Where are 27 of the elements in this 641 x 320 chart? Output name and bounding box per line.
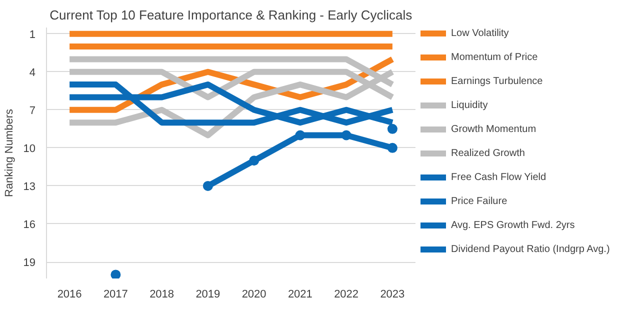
legend-label: Momentum of Price: [451, 51, 538, 63]
legend-label: Earnings Turbulence: [451, 75, 543, 87]
y-axis-title: Ranking Numbers: [3, 108, 16, 198]
x-tick-label: 2021: [288, 288, 312, 300]
y-tick-label: 7: [29, 104, 36, 117]
x-tick-label: 2023: [380, 288, 405, 300]
legend-label: Growth Momentum: [451, 123, 536, 135]
legend-label: Low Volatility: [451, 27, 509, 39]
chart-title: Current Top 10 Feature Importance & Ranking - Early Cyclicals: [50, 8, 413, 22]
y-tick-label: 16: [23, 218, 36, 231]
y-tick-label: 10: [23, 142, 36, 155]
legend-label: Avg. EPS Growth Fwd. 2yrs: [451, 219, 575, 231]
y-tick-label: 1: [29, 28, 36, 41]
legend-label: Liquidity: [451, 99, 488, 111]
legend-label: Dividend Payout Ratio (Indgrp Avg.): [451, 243, 610, 255]
x-tick-label: 2022: [334, 288, 359, 300]
legend-label: Price Failure: [451, 195, 508, 207]
x-tick-label: 2020: [242, 288, 266, 300]
legend-label: Free Cash Flow Yield: [451, 171, 546, 183]
legend-label: Realized Growth: [451, 147, 525, 159]
x-tick-label: 2018: [150, 288, 174, 300]
x-tick-label: 2019: [196, 288, 220, 300]
y-tick-label: 19: [23, 257, 36, 270]
y-tick-label: 13: [23, 180, 36, 193]
y-tick-label: 4: [29, 66, 36, 79]
x-tick-label: 2016: [57, 288, 82, 300]
x-tick-label: 2017: [103, 288, 128, 300]
